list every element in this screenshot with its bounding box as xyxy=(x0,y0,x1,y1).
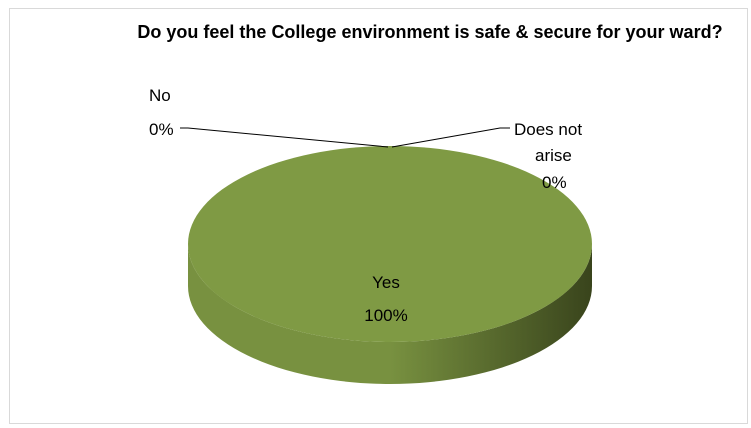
slice-label-no: No xyxy=(149,86,171,105)
slice-label-does-not-arise: Does not xyxy=(514,120,582,139)
pie-slice-yes-side xyxy=(188,244,592,384)
pie-slice-yes xyxy=(188,146,592,342)
slice-label-does-not-arise-line2: arise xyxy=(535,146,572,165)
slice-pct-yes: 100% xyxy=(364,306,407,325)
chart-title: Do you feel the College environment is s… xyxy=(137,22,723,42)
slice-pct-no: 0% xyxy=(149,120,174,139)
slice-label-yes: Yes xyxy=(372,273,400,292)
leader-line-no xyxy=(180,127,389,148)
slice-pct-does-not-arise: 0% xyxy=(542,173,567,192)
leader-line-does-not-arise xyxy=(391,127,510,148)
